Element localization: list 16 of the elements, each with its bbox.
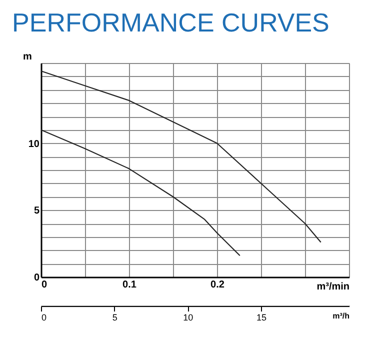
x2-tick-label: 0 bbox=[42, 312, 47, 322]
y-tick-label: 0 bbox=[34, 272, 40, 284]
y-tick-label: 5 bbox=[34, 206, 40, 217]
chart-title: PERFORMANCE CURVES bbox=[12, 8, 330, 38]
x2-tick-label: 15 bbox=[256, 312, 267, 322]
y-axis-title: m bbox=[23, 52, 32, 62]
x-axis-title: m³/min bbox=[316, 282, 350, 292]
line-series bbox=[40, 129, 240, 256]
x-tick-label: 0.1 bbox=[122, 280, 137, 290]
line-series bbox=[40, 70, 322, 243]
x-tick-label: 0 bbox=[42, 280, 48, 290]
x2-axis-title: m³/h bbox=[332, 312, 350, 320]
x2-tick-label: 10 bbox=[183, 312, 194, 322]
x2-tick-label: 5 bbox=[112, 312, 118, 322]
x-tick-label: 0.2 bbox=[210, 280, 225, 290]
y-tick-label: 10 bbox=[28, 138, 40, 150]
